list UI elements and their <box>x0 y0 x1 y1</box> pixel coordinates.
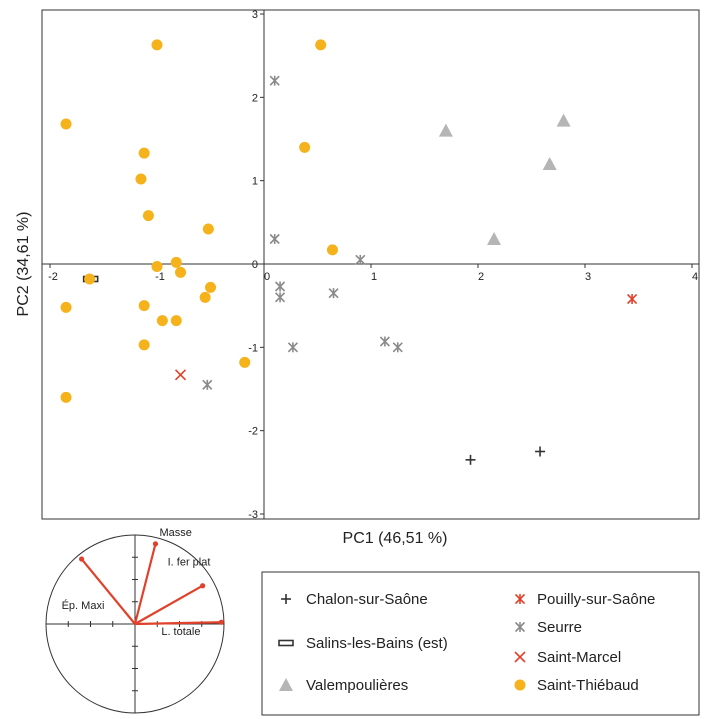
legend-label-salins-les-bains-est: Salins-les-Bains (est) <box>306 635 448 652</box>
x-tick-label: -1 <box>155 271 165 283</box>
vector-label-l-totale: L. totale <box>161 626 200 638</box>
point-seurre <box>269 233 280 245</box>
legend-label-chalon-sur-saone: Chalon-sur-Saône <box>306 591 428 608</box>
point-chalon-sur-saone <box>535 446 546 457</box>
point-saint-thiebaud <box>60 391 72 403</box>
vector-i-fer-plat <box>134 584 204 625</box>
point-valempoulieres <box>438 123 453 137</box>
point-valempoulieres <box>542 157 557 170</box>
point-saint-thiebaud <box>199 291 211 303</box>
point-seurre <box>392 342 403 353</box>
point-seurre <box>355 254 366 265</box>
y-tick-label: 1 <box>252 176 258 188</box>
point-saint-thiebaud <box>205 281 216 293</box>
point-seurre <box>287 342 298 353</box>
legend-item-seurre: Seurre <box>514 619 582 636</box>
y-axis-title: PC2 (34,61 %) <box>15 212 32 317</box>
y-tick-label: -3 <box>248 509 258 521</box>
point-saint-thiebaud <box>60 301 72 313</box>
point-saint-thiebaud <box>170 256 182 268</box>
legend: Chalon-sur-Saône Salins-les-Bains (est) Va… <box>278 591 655 694</box>
legend-item-saint-thiebaud: Saint-Thiébaud <box>514 677 639 694</box>
legend-label-valempoulieres: Valempoulières <box>306 677 408 694</box>
vector-masse <box>133 543 157 625</box>
point-saint-thiebaud <box>84 273 96 285</box>
legend-item-salins-les-bains-est: Salins-les-Bains (est) <box>278 635 448 652</box>
point-saint-marcel <box>174 369 187 381</box>
x-tick-label: 2 <box>478 271 484 283</box>
point-saint-thiebaud <box>142 210 154 222</box>
legend-label-pouilly-sur-saone: Pouilly-sur-Saône <box>537 591 655 608</box>
legend-marker-saint-marcel <box>514 651 526 663</box>
point-seurre <box>379 336 390 347</box>
y-tick-label: 3 <box>252 9 258 21</box>
point-saint-thiebaud <box>170 315 182 327</box>
point-pouilly-sur-saone <box>627 293 638 305</box>
y-tick-label: -1 <box>248 342 258 354</box>
correlation-circle: Masse I. fer plat L. totale Ép. Maxi <box>45 527 225 714</box>
point-saint-thiebaud <box>138 339 150 351</box>
legend-label-saint-thiebaud: Saint-Thiébaud <box>537 677 639 694</box>
x-tick-label: -2 <box>48 271 58 283</box>
vector-tip-i-fer-plat <box>200 583 206 589</box>
legend-item-valempoulieres: Valempoulières <box>279 677 408 694</box>
legend-marker-chalon-sur-saone <box>281 594 291 604</box>
point-saint-thiebaud <box>138 300 150 312</box>
legend-marker-seurre <box>514 621 526 633</box>
legend-box <box>261 571 700 716</box>
legend-marker-salins-les-bains-est <box>278 639 294 647</box>
point-seurre <box>274 292 286 303</box>
point-seurre <box>274 281 286 292</box>
x-tick-label: 4 <box>692 271 698 283</box>
point-seurre <box>328 288 339 299</box>
point-saint-thiebaud <box>175 266 187 278</box>
vector-label-i-fer-plat: I. fer plat <box>168 557 211 569</box>
y-tick-label: -2 <box>248 426 258 438</box>
legend-label-saint-marcel: Saint-Marcel <box>537 649 621 666</box>
legend-label-seurre: Seurre <box>537 619 582 636</box>
x-tick-label: 1 <box>371 271 377 283</box>
scatter-plot: -2 -1 0 1 2 3 4 -3 -2 -1 0 1 2 3 <box>42 9 699 521</box>
y-tick-label: 0 <box>252 259 258 271</box>
vector-tip-masse <box>152 541 159 547</box>
point-valempoulieres <box>556 113 571 127</box>
point-saint-thiebaud <box>315 39 327 51</box>
point-saint-thiebaud <box>239 356 251 368</box>
point-chalon-sur-saone <box>465 454 476 465</box>
vector-l-totale <box>134 621 222 626</box>
point-seurre <box>202 379 213 390</box>
legend-item-pouilly-sur-saone: Pouilly-sur-Saône <box>514 591 655 608</box>
point-saint-thiebaud <box>326 244 338 256</box>
point-valempoulieres <box>487 232 502 245</box>
legend-marker-pouilly-sur-saone <box>514 593 526 605</box>
vector-ep-maxi <box>80 558 136 625</box>
point-saint-thiebaud <box>135 173 147 185</box>
legend-item-saint-marcel: Saint-Marcel <box>514 649 621 666</box>
point-saint-thiebaud <box>151 261 163 272</box>
point-saint-thiebaud <box>299 141 311 153</box>
legend-marker-valempoulieres <box>279 678 293 691</box>
point-saint-thiebaud <box>138 147 150 159</box>
vector-tip-l-totale <box>218 619 224 625</box>
y-tick-label: 2 <box>252 92 258 104</box>
x-tick-label: 0 <box>264 271 270 283</box>
x-tick-label: 3 <box>585 271 591 283</box>
legend-marker-saint-thiebaud <box>514 679 526 691</box>
x-axis-title: PC1 (46,51 %) <box>343 530 448 547</box>
point-saint-thiebaud <box>60 118 72 130</box>
legend-item-chalon-sur-saone: Chalon-sur-Saône <box>281 591 428 608</box>
point-saint-thiebaud <box>151 39 163 51</box>
point-seurre <box>269 75 280 86</box>
vector-tip-ep-maxi <box>79 556 85 562</box>
vector-label-ep-maxi: Ép. Maxi <box>62 599 105 612</box>
vector-label-masse: Masse <box>159 527 191 539</box>
point-saint-thiebaud <box>202 223 214 235</box>
point-saint-thiebaud <box>156 315 168 327</box>
